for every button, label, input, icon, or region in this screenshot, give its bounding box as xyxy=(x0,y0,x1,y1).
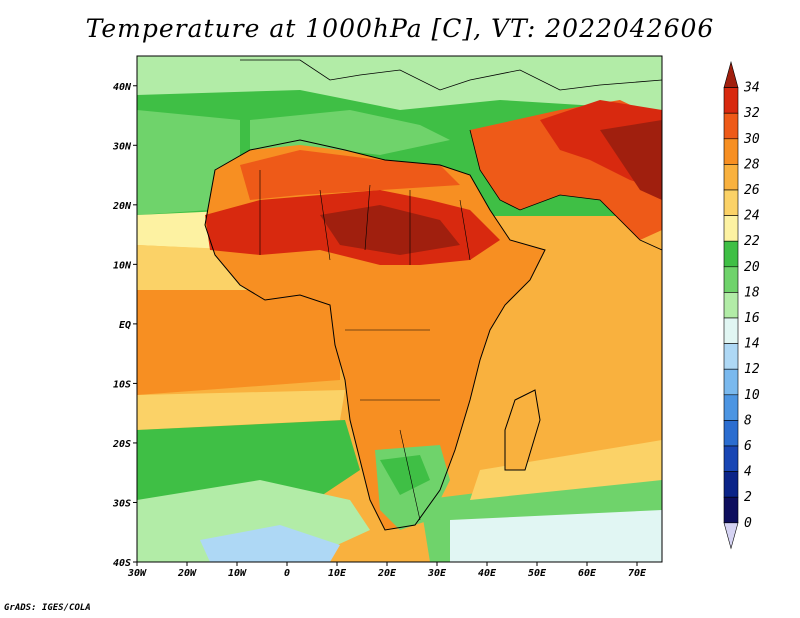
colorbar-segment xyxy=(723,266,739,293)
colorbar-label: 0 xyxy=(744,516,752,531)
colorbar-label: 34 xyxy=(743,81,760,96)
north-africa-coast xyxy=(250,110,450,155)
colorbar-label: 10 xyxy=(744,388,760,403)
plot-frame xyxy=(136,55,663,563)
map-plot-area xyxy=(137,56,662,562)
colorbar-segment xyxy=(723,292,739,319)
sahel-hottest xyxy=(320,205,460,255)
colorbar-label: 8 xyxy=(744,413,752,428)
colorbar-segment xyxy=(723,343,739,370)
colorbar-segment xyxy=(723,240,739,268)
colorbar-segment xyxy=(723,112,739,140)
country-borders xyxy=(259,170,471,521)
madagascar xyxy=(505,390,540,470)
colorbar-label: 30 xyxy=(743,132,760,147)
colorbar-segment xyxy=(723,394,739,421)
x-tick-label: 20W xyxy=(177,568,197,579)
mediterranean-zone xyxy=(137,56,662,110)
y-tick-label: 30N xyxy=(112,141,132,152)
africa-coastline xyxy=(204,139,546,531)
colorbar-segment xyxy=(723,496,739,524)
colorbar-label: 14 xyxy=(744,337,760,352)
colorbar-label: 26 xyxy=(744,183,760,198)
colorbar-segment xyxy=(723,164,739,191)
x-tick-label: 50E xyxy=(528,568,547,579)
x-tick-label: 10E xyxy=(328,568,347,579)
colorbar-segment xyxy=(723,87,739,114)
colorbar-label: 28 xyxy=(744,157,760,172)
colorbar-label: 16 xyxy=(744,311,760,326)
indian-ocean-far-south xyxy=(450,510,662,562)
colorbar-label: 6 xyxy=(744,439,752,454)
y-tick-label: 20S xyxy=(112,439,131,450)
x-tick-label: 40E xyxy=(478,568,497,579)
y-tick-label: EQ xyxy=(119,320,131,331)
colorbar-bottom-arrow xyxy=(723,522,739,550)
gulf-guinea-warm xyxy=(137,290,340,395)
y-tick-label: 40S xyxy=(113,558,131,569)
x-axis-ticks: 30W 20W 10W 0 10E 20E 30E 40E 50E 60E 70E xyxy=(127,562,647,579)
colorbar-label: 18 xyxy=(744,285,760,300)
colorbar-segment xyxy=(723,215,739,242)
colorbar-top-arrow xyxy=(723,60,739,88)
south-asia-hottest xyxy=(600,120,662,200)
indian-ocean-subtropics xyxy=(470,440,662,500)
y-tick-label: 30S xyxy=(112,498,131,509)
x-tick-label: 20E xyxy=(377,568,397,579)
y-tick-label: 20N xyxy=(112,201,132,212)
colorbar-segment xyxy=(723,138,739,165)
europe-coastline xyxy=(240,59,662,91)
y-axis-ticks: 40N 30N 20N 10N EQ 10S 20S 30S 40S xyxy=(112,82,137,569)
colorbar-segment xyxy=(723,317,739,344)
x-tick-label: 30E xyxy=(427,568,447,579)
colorbar-segment xyxy=(723,420,739,447)
colorbar-label: 12 xyxy=(744,362,760,377)
colorbar-segment xyxy=(723,471,739,498)
southern-ocean-cool xyxy=(200,525,340,562)
credit-text: GrADS: IGES/COLA xyxy=(4,603,91,613)
x-tick-label: 60E xyxy=(578,568,597,579)
colorbar-segment xyxy=(723,445,739,472)
colorbar-label: 24 xyxy=(744,209,760,224)
colorbar-label: 2 xyxy=(744,490,752,505)
colorbar-label: 4 xyxy=(744,465,752,480)
x-tick-label: 30W xyxy=(127,568,147,579)
x-tick-label: 70E xyxy=(628,568,647,579)
colorbar-label: 32 xyxy=(743,106,760,121)
colorbar-label: 20 xyxy=(744,260,760,275)
colorbar-segment xyxy=(723,368,739,396)
colorbar-segment xyxy=(723,189,739,216)
sahara-zone xyxy=(240,150,460,200)
south-atlantic-yellow xyxy=(137,390,345,430)
x-tick-label: 10W xyxy=(228,568,247,579)
madagascar-coastline xyxy=(504,389,541,471)
y-tick-label: 40N xyxy=(113,82,132,93)
chart-title: Temperature at 1000hPa [C], VT: 20220426… xyxy=(85,14,715,43)
colorbar-label: 22 xyxy=(744,234,760,249)
y-tick-label: 10N xyxy=(113,260,132,271)
x-tick-label: 0 xyxy=(284,568,290,579)
kalahari-green xyxy=(380,455,430,495)
arabia-coastline xyxy=(469,129,662,251)
y-tick-label: 10S xyxy=(113,379,131,390)
